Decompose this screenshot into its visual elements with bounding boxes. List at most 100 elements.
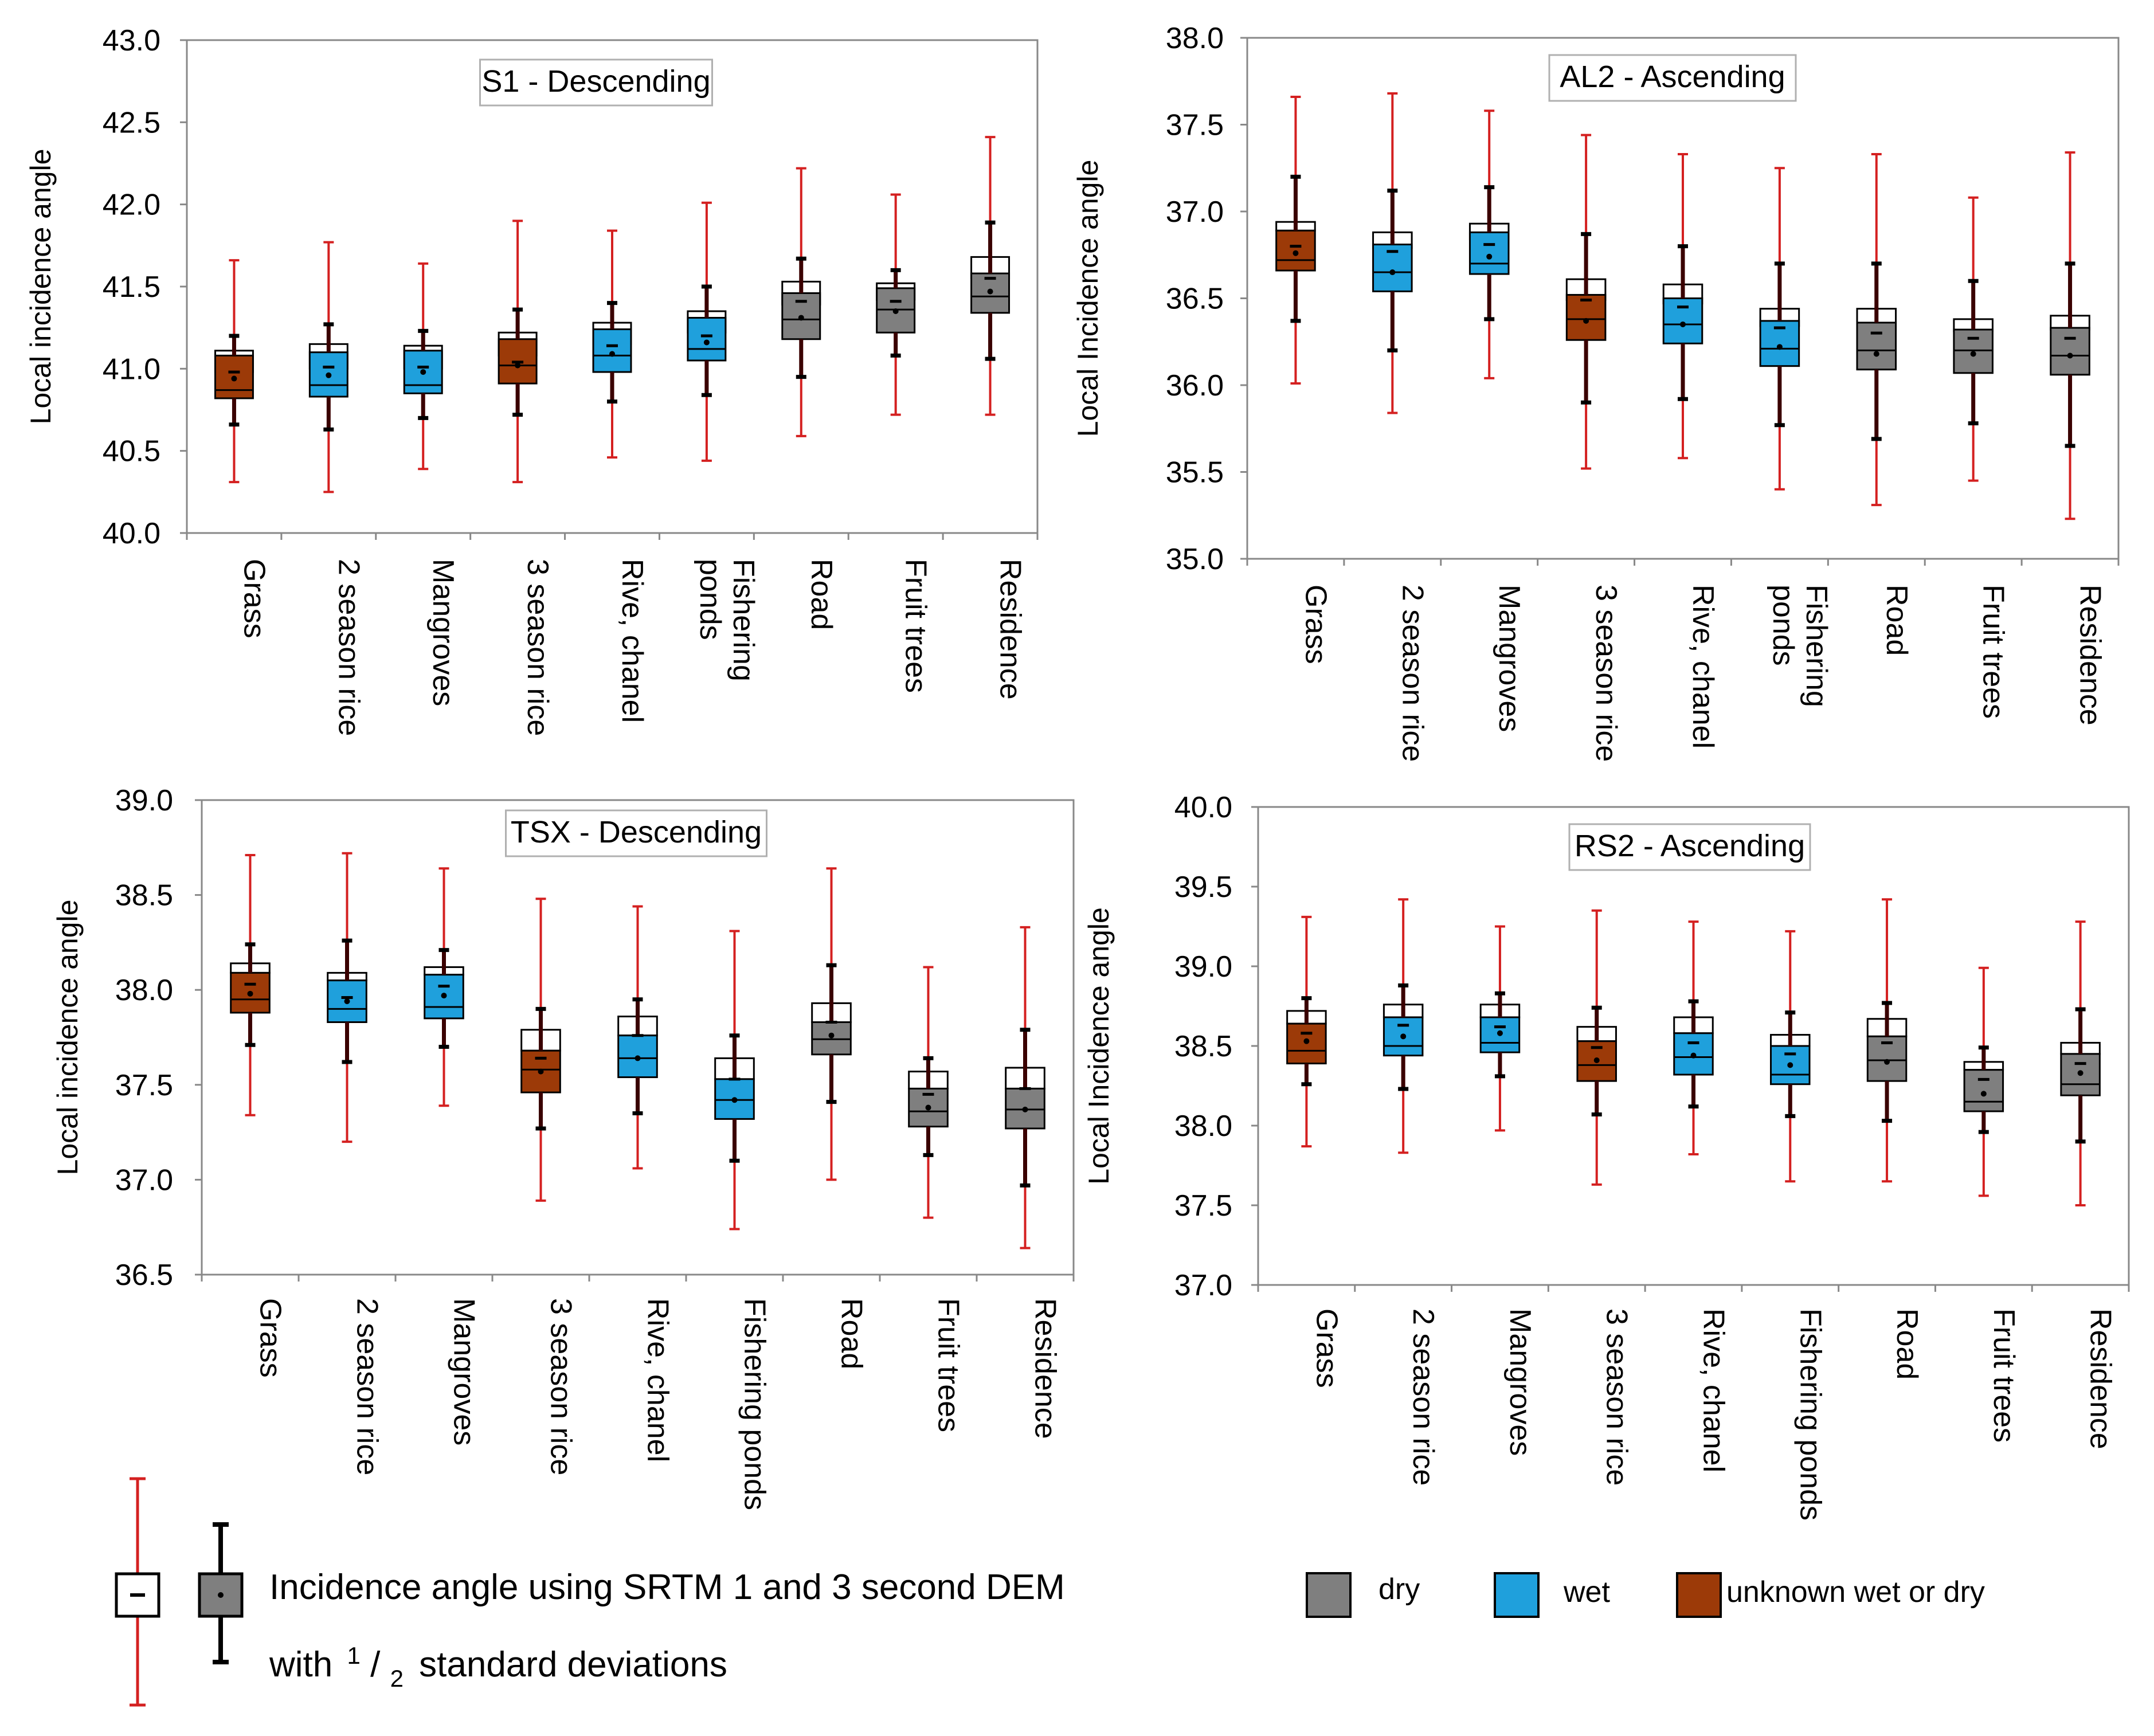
legend-wet-label: wet	[1563, 1576, 1610, 1609]
srtm3-mean-dot	[1022, 1106, 1028, 1112]
category-label: Grass	[254, 1298, 287, 1378]
category-label: Rive, chanel	[641, 1298, 675, 1462]
legend-fraction-slash: /	[370, 1645, 381, 1684]
y-tick-label: 40.5	[103, 435, 160, 468]
chart-panel-3: 36.5 37.0 37.5 38.0 38.5 39.0 Local incidence …	[52, 784, 1075, 1510]
srtm3-mean-dot	[1400, 1033, 1407, 1040]
category-label: Road	[1890, 1308, 1924, 1380]
category-label: Residence	[994, 559, 1027, 700]
legend-unknown-swatch	[1676, 1572, 1722, 1618]
legend-dry-label: dry	[1378, 1573, 1420, 1606]
legend-line2-suffix: standard deviations	[419, 1645, 727, 1684]
srtm3-mean-dot	[1873, 351, 1879, 357]
y-tick-label: 37.0	[1174, 1269, 1232, 1302]
srtm1-box	[1662, 297, 1703, 344]
srtm3-mean-dot	[441, 993, 447, 999]
srtm1-box	[1856, 322, 1897, 371]
y-tick-label: 41.5	[103, 271, 160, 304]
category-label: Fruit trees	[1987, 1308, 2020, 1443]
chart-title-box	[1568, 823, 1811, 871]
category-label: 3 season rice	[1600, 1308, 1634, 1486]
srtm3-mean-dot	[2067, 352, 2073, 359]
category-label: Mangroves	[1503, 1308, 1537, 1456]
srtm3-mean-dot	[1980, 1091, 1987, 1097]
srtm1-box	[592, 328, 632, 373]
category-label: Grass	[237, 559, 271, 638]
srtm3-mean-dot	[798, 315, 804, 321]
category-label: Mangroves	[448, 1298, 481, 1445]
srtm3-mean-dot	[1680, 321, 1686, 327]
chart-title-box	[479, 58, 713, 107]
category-label: 3 season rice	[545, 1298, 578, 1475]
category-label: ponds	[1767, 585, 1800, 666]
chart-title: TSX - Descending	[511, 815, 762, 849]
legend-wet-swatch	[1494, 1572, 1540, 1618]
y-axis-label: Local incidence angle	[52, 900, 84, 1175]
category-label: Road	[1880, 585, 1913, 656]
srtm3-mean-dot	[1593, 1057, 1600, 1064]
category-label: Grass	[1299, 585, 1332, 664]
srtm3-mean-dot	[538, 1068, 544, 1075]
y-tick-label: 38.0	[115, 974, 173, 1007]
y-tick-label: 37.0	[1166, 195, 1224, 229]
category-label: Fishering ponds	[738, 1298, 771, 1510]
y-tick-label: 39.5	[1174, 871, 1232, 904]
category-label: Road	[805, 559, 838, 630]
category-label: 2 season rice	[351, 1298, 384, 1475]
srtm3-mean-dot	[247, 990, 253, 997]
srtm3-mean-dot	[1389, 269, 1396, 276]
category-label: Fishering	[1800, 585, 1833, 707]
category-label: 2 season rice	[1407, 1308, 1440, 1486]
srtm3-mean-dot	[231, 375, 237, 382]
y-tick-label: 36.5	[115, 1259, 173, 1292]
srtm3-mean-dot	[987, 288, 993, 295]
category-label: 2 season rice	[332, 559, 365, 736]
y-tick-label: 40.0	[1174, 791, 1232, 824]
legend-text-line2: with 1 / 2 standard deviations	[269, 1632, 727, 1695]
srtm3-mean-dot	[1776, 344, 1783, 350]
y-tick-label: 37.5	[1166, 109, 1224, 142]
y-tick-label: 38.0	[1174, 1110, 1232, 1143]
y-axis-label: Local Incidence angle	[1072, 160, 1104, 437]
category-label: Mangroves	[1493, 585, 1526, 732]
y-tick-label: 38.5	[1174, 1030, 1232, 1063]
legend-line2-prefix: with	[269, 1645, 332, 1684]
y-tick-label: 42.5	[103, 106, 160, 139]
srtm3-mean-dot	[515, 362, 521, 369]
category-label: Residence	[2074, 585, 2107, 726]
category-label: Fruit trees	[1977, 585, 2010, 719]
y-tick-label: 39.0	[1174, 950, 1232, 983]
y-tick-label: 36.0	[1166, 369, 1224, 402]
category-label: 3 season rice	[1589, 585, 1623, 762]
y-tick-label: 39.0	[115, 784, 173, 817]
category-label: ponds	[694, 559, 727, 640]
srtm3-mean-dot	[1884, 1059, 1890, 1065]
y-axis-label: Local Incidence angle	[1083, 907, 1115, 1185]
chart-title-box	[1548, 54, 1797, 102]
category-label: Rive, chanel	[1697, 1308, 1730, 1472]
y-tick-label: 37.5	[1174, 1189, 1232, 1222]
chart-title: AL2 - Ascending	[1560, 60, 1785, 94]
srtm3-mean-dot	[326, 372, 332, 378]
srtm3-mean-dot	[1787, 1062, 1793, 1068]
srtm3-mean-dot	[731, 1097, 738, 1103]
category-label: Mangroves	[426, 559, 460, 706]
category-label: 2 season rice	[1396, 585, 1429, 762]
srtm3-mean-dot	[1690, 1052, 1697, 1059]
category-label: 3 season rice	[521, 559, 554, 736]
y-tick-label: 42.0	[103, 189, 160, 222]
chart-title: RS2 - Ascending	[1575, 829, 1805, 863]
chart-panel-1: 40.0 40.5 41.0 41.5 42.0 42.5 43.0 Local incide…	[25, 24, 1039, 736]
srtm3-mean-dot	[1303, 1038, 1310, 1044]
y-tick-label: 43.0	[103, 24, 160, 57]
srtm1-box	[2050, 327, 2090, 376]
y-axis-label: Local incidence angle	[25, 149, 57, 425]
category-label: Rive, chanel	[616, 559, 649, 723]
category-label: Rive, chanel	[1686, 585, 1720, 749]
srtm3-mean-dot	[635, 1055, 641, 1061]
legend-text-line1: Incidence angle using SRTM 1 and 3 secon…	[269, 1568, 1065, 1607]
y-tick-label: 36.5	[1166, 283, 1224, 316]
srtm1-box	[1005, 1087, 1045, 1130]
